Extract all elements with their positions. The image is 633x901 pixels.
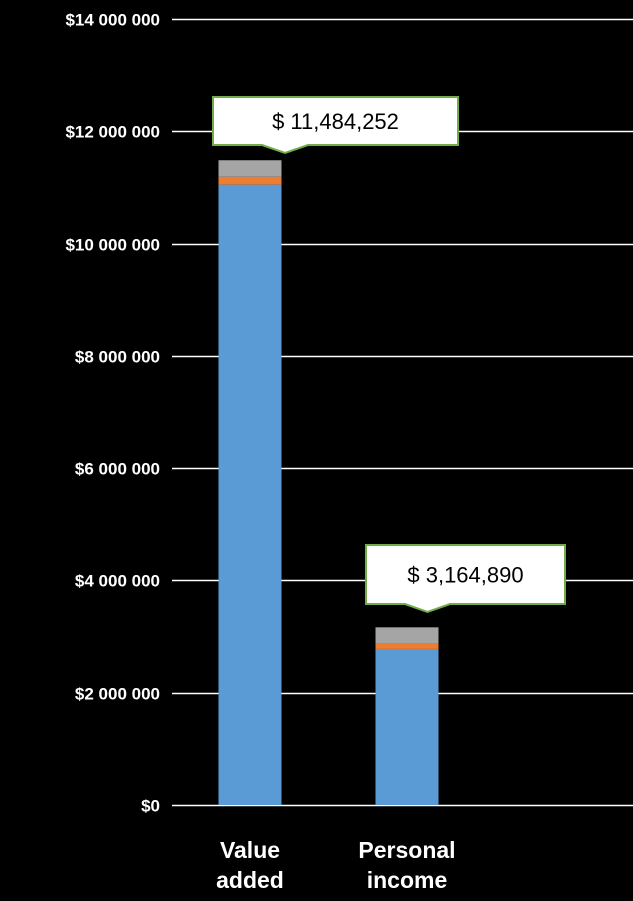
bar-segment-1-2: [375, 627, 439, 644]
bars: [218, 160, 439, 805]
callout-shape-0: [212, 96, 459, 155]
y-tick-label-6: $12 000 000: [65, 123, 160, 142]
x-category-label-0-1: added: [216, 867, 284, 893]
x-category-label-1-1: income: [367, 867, 448, 893]
y-tick-label-4: $8 000 000: [75, 348, 160, 367]
bar-segment-1-1: [375, 643, 439, 649]
y-tick-label-5: $10 000 000: [65, 236, 160, 255]
y-tick-label-3: $6 000 000: [75, 460, 160, 479]
x-category-label-1-0: Personal: [358, 837, 455, 863]
y-tick-label-1: $2 000 000: [75, 685, 160, 704]
x-axis-category-labels: Value added Personal income: [216, 837, 455, 893]
y-tick-label-0: $0: [141, 797, 160, 816]
data-label-callouts: $ 11,484,252 $ 3,164,890: [212, 96, 566, 614]
bar-segment-0-1: [218, 176, 282, 185]
data-label-callout-1: $ 3,164,890: [365, 544, 566, 614]
bar-segment-0-2: [218, 160, 282, 177]
bar-segment-1-0: [375, 648, 439, 805]
x-category-label-0-0: Value: [220, 837, 280, 863]
y-tick-label-7: $14 000 000: [65, 11, 160, 30]
data-label-0: $ 11,484,252: [272, 109, 399, 134]
bar-segment-0-0: [218, 184, 282, 805]
data-label-callout-0: $ 11,484,252: [212, 96, 459, 155]
data-label-1: $ 3,164,890: [407, 563, 523, 588]
y-axis-tick-labels: $0 $2 000 000 $4 000 000 $6 000 000 $8 000 0…: [65, 11, 160, 816]
callout-shape-1: [365, 544, 566, 614]
y-tick-label-2: $4 000 000: [75, 572, 160, 591]
